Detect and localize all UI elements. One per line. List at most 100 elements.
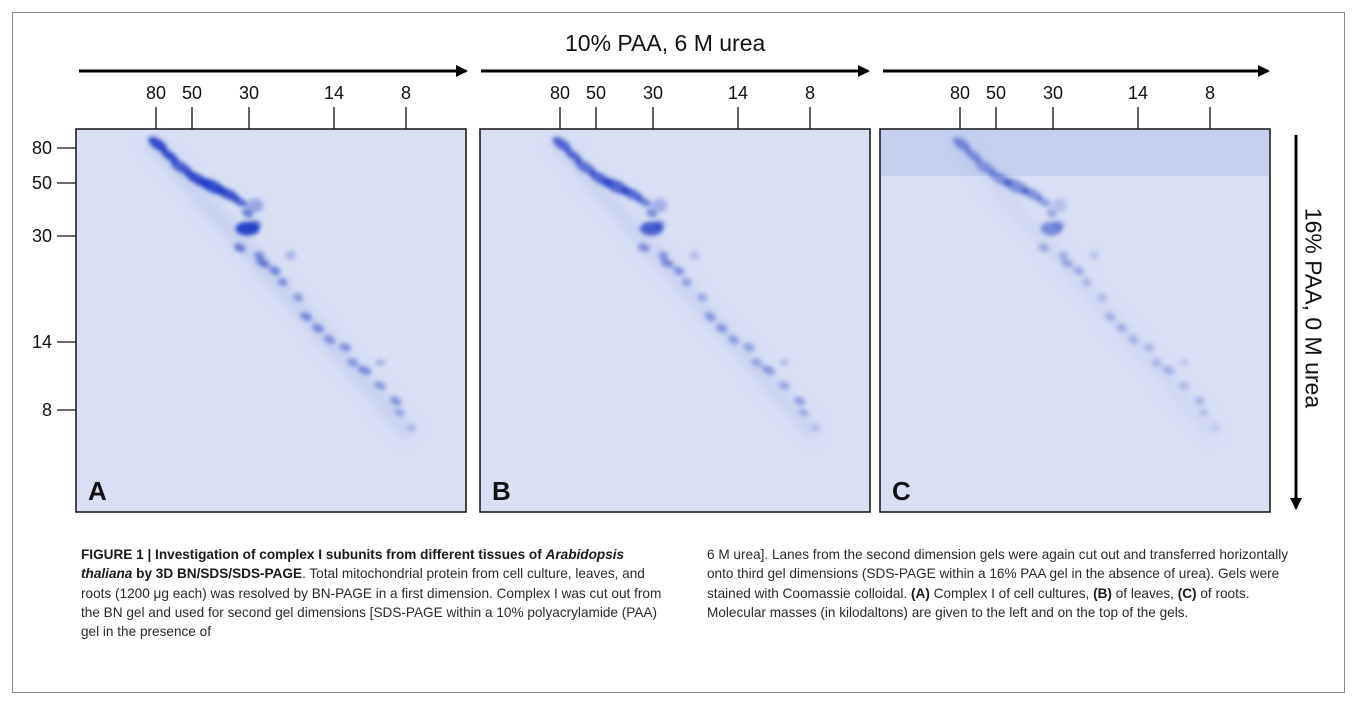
protein-spot — [779, 359, 790, 366]
protein-spot — [1199, 409, 1209, 416]
protein-spot — [673, 266, 685, 276]
protein-spot — [1021, 187, 1043, 201]
protein-spot — [565, 149, 582, 163]
protein-spot — [1194, 396, 1205, 406]
gel-spots — [148, 136, 417, 431]
panel-letter: C — [892, 476, 911, 506]
protein-spot — [660, 258, 674, 268]
top-tick-label: 50 — [182, 83, 202, 103]
protein-spot — [1038, 243, 1050, 252]
caption-body: . Total mitochondrial protein from cell … — [81, 566, 662, 640]
left-tick-label: 50 — [32, 173, 52, 193]
protein-spot — [161, 149, 179, 163]
left-tick-label: 80 — [32, 138, 52, 158]
protein-spot — [1210, 424, 1220, 431]
protein-spot — [1073, 266, 1085, 276]
top-tick-label: 14 — [1128, 83, 1148, 103]
protein-spot — [704, 312, 716, 322]
protein-spot — [640, 221, 664, 236]
protein-spot — [1097, 293, 1107, 302]
protein-spot — [1040, 221, 1063, 236]
gel-background — [479, 128, 871, 513]
gel-spots — [953, 137, 1220, 431]
protein-spot — [390, 396, 402, 406]
gel-background — [75, 128, 467, 513]
protein-spot — [751, 358, 763, 367]
protein-spot — [1046, 208, 1057, 218]
protein-spot — [269, 266, 281, 276]
protein-spot — [1058, 251, 1068, 260]
left-tick-label: 8 — [42, 400, 52, 420]
protein-spot — [148, 136, 168, 152]
protein-spot — [552, 136, 572, 152]
top-tick-label: 14 — [728, 83, 748, 103]
protein-spot — [651, 198, 668, 213]
protein-spot — [285, 250, 296, 261]
protein-spot — [646, 208, 657, 218]
protein-spot — [357, 365, 372, 375]
protein-spot — [235, 221, 260, 236]
protein-spot — [681, 278, 692, 287]
gel-background — [879, 128, 1271, 513]
protein-spot — [247, 198, 264, 213]
gel-spots — [552, 136, 821, 431]
protein-spot — [953, 137, 971, 152]
protein-spot — [762, 365, 776, 375]
protein-spot — [347, 358, 359, 367]
protein-spot — [375, 359, 386, 366]
protein-spot — [300, 312, 312, 322]
protein-spot — [716, 323, 728, 333]
protein-spot — [1089, 250, 1100, 261]
figure-frame — [12, 12, 1345, 693]
first-dimension-label: 10% PAA, 6 M urea — [565, 30, 766, 56]
protein-spot — [1052, 198, 1067, 213]
protein-spot — [406, 424, 417, 431]
top-tick-label: 80 — [146, 83, 166, 103]
protein-spot — [394, 409, 405, 416]
protein-spot — [293, 293, 304, 302]
protein-spot — [277, 278, 288, 287]
gel-top-band — [881, 130, 1269, 176]
caption-species: Arabidopsis thaliana — [81, 547, 625, 582]
protein-spot — [975, 160, 996, 175]
top-tick-label: 30 — [643, 83, 663, 103]
left-tick-label: 30 — [32, 226, 52, 246]
protein-spot — [233, 243, 246, 253]
protein-spot — [339, 343, 351, 352]
protein-spot — [1178, 381, 1190, 390]
protein-spot — [1151, 358, 1163, 367]
top-tick-label: 14 — [324, 83, 344, 103]
protein-spot — [621, 187, 643, 201]
protein-spot — [1082, 278, 1092, 287]
caption-label: FIGURE 1 | Investigation of complex I su… — [81, 547, 625, 582]
protein-spot — [1104, 312, 1116, 321]
protein-spot — [312, 323, 324, 333]
protein-spot — [1128, 335, 1139, 344]
protein-spot — [794, 396, 806, 406]
caption-body-cont: 6 M urea]. Lanes from the second dimensi… — [707, 547, 1289, 601]
panel-letter: A — [88, 476, 107, 506]
caption-column-2: 6 M urea]. Lanes from the second dimensi… — [707, 547, 1289, 620]
top-tick-label: 80 — [950, 83, 970, 103]
top-tick-label: 8 — [805, 83, 815, 103]
protein-spot — [799, 409, 809, 416]
gel-panel-a: 80 50 30 14 8 A — [75, 83, 467, 513]
left-tick-label: 14 — [32, 332, 52, 352]
protein-spot — [323, 335, 336, 345]
top-tick-label: 50 — [986, 83, 1006, 103]
protein-spot — [727, 335, 740, 345]
protein-spot — [965, 149, 982, 162]
top-tick-label: 8 — [1205, 83, 1215, 103]
panel-letter: B — [492, 476, 511, 506]
top-tick-label: 50 — [586, 83, 606, 103]
left-tick-axis: 80 50 30 14 8 — [32, 138, 76, 420]
protein-spot — [778, 381, 790, 390]
protein-spot — [658, 251, 669, 260]
gel-panel-c: 80 50 30 14 8 C — [879, 83, 1271, 513]
protein-spot — [638, 243, 650, 252]
protein-spot — [810, 424, 821, 431]
protein-spot — [254, 251, 265, 260]
protein-spot — [232, 196, 248, 207]
top-tick-label: 8 — [401, 83, 411, 103]
